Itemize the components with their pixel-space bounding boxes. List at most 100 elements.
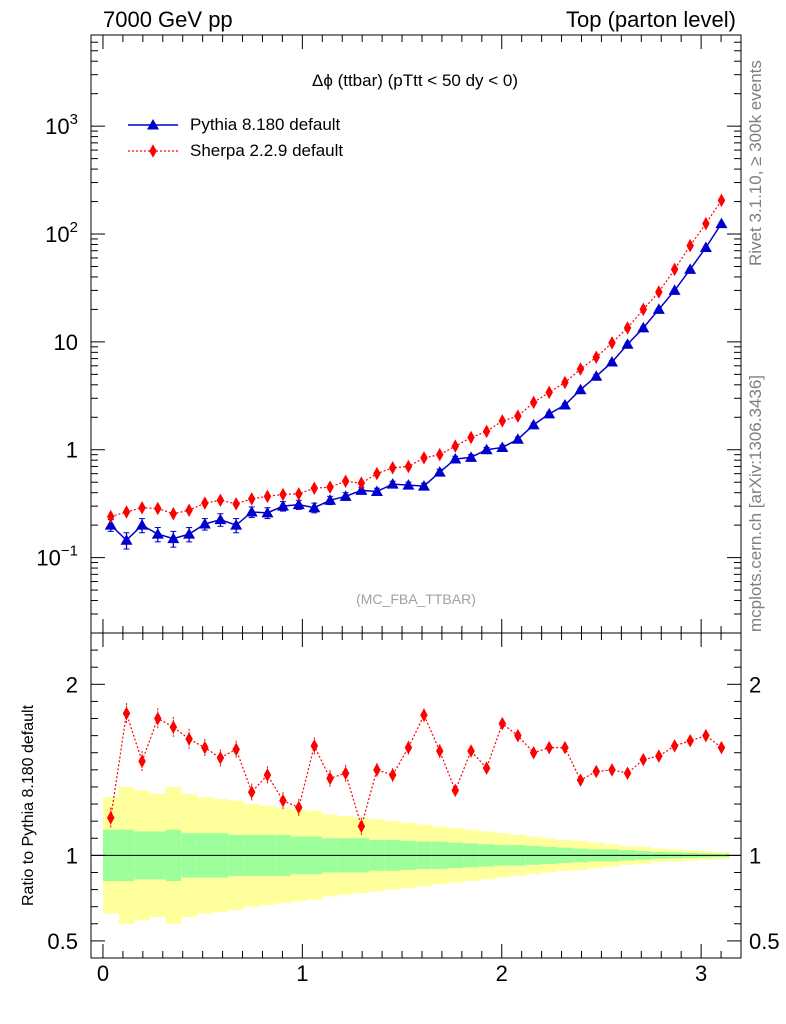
pythia-point (621, 338, 634, 349)
legend-label-sherpa: Sherpa 2.2.9 default (190, 141, 344, 160)
pythia-point (590, 370, 603, 381)
pythia-point (433, 466, 446, 477)
sherpa-point (498, 414, 507, 428)
ratio-point (404, 740, 413, 755)
ratio-y-tick-label: 0.5 (47, 929, 78, 954)
ratio-point (154, 711, 162, 726)
ratio-point (514, 728, 522, 743)
sherpa-point (592, 350, 600, 365)
main-frame (90, 34, 742, 634)
ratio-point (561, 740, 569, 755)
ratio-y-tick-label: 0.5 (749, 929, 780, 954)
x-axis: 0 1 2 3 (97, 35, 742, 986)
sherpa-point (122, 505, 131, 519)
ratio-point (623, 766, 632, 781)
pythia-point (652, 303, 665, 314)
pythia-point (699, 241, 712, 252)
ratio-point (592, 764, 600, 779)
legend-label-pythia: Pythia 8.180 default (190, 115, 341, 134)
ratio-point (216, 751, 225, 765)
header-process-label: Top (parton level) (566, 7, 736, 32)
ratio-point (247, 785, 256, 799)
x-tick-label: 3 (695, 961, 707, 986)
ratio-point (529, 745, 538, 760)
pythia-line (110, 223, 723, 542)
ratio-point (138, 754, 146, 769)
pythia-point (496, 441, 509, 452)
legend (128, 119, 178, 158)
pythia-point (151, 528, 164, 539)
pythia-point (198, 517, 211, 529)
pythia-point (120, 534, 133, 545)
sherpa-point (529, 395, 538, 410)
y-tick-label: 10 (54, 330, 78, 355)
ratio-point (388, 768, 397, 782)
pythia-point (543, 407, 556, 419)
mcplots-citation-label: mcplots.cern.ch [arXiv:1306.3436] (746, 374, 765, 632)
sherpa-point (169, 507, 178, 521)
ratio-point (702, 728, 710, 743)
ratio-axis-label: Ratio to Pythia 8.180 default (20, 704, 37, 906)
sherpa-point (623, 321, 632, 335)
ratio-point (122, 706, 131, 721)
series-pythia (104, 217, 728, 550)
sherpa-point (670, 262, 679, 277)
sherpa-point (185, 503, 193, 517)
y-tick-label: 103 (45, 111, 78, 139)
pythia-point (214, 513, 227, 525)
pythia-point (480, 443, 493, 455)
pythia-point (465, 451, 478, 462)
x-tick-label: 0 (97, 961, 109, 986)
ratio-point (717, 740, 726, 755)
ratio-point (482, 761, 491, 775)
sherpa-point (514, 409, 522, 423)
sherpa-point (717, 193, 726, 208)
ratio-point (263, 768, 272, 782)
pythia-point (277, 500, 290, 511)
pythia-point (292, 498, 305, 510)
pythia-point (261, 506, 274, 518)
pythia-point (417, 480, 430, 491)
plot-title: Δϕ (ttbar) (pTtt < 50 dy < 0) (311, 71, 519, 90)
pythia-point (605, 356, 618, 367)
ratio-point (420, 708, 428, 722)
pythia-point (370, 485, 383, 497)
sherpa-point (576, 362, 585, 376)
sherpa-point (608, 336, 616, 350)
ratio-point (279, 793, 287, 808)
ratio-point (169, 720, 178, 734)
y-tick-label: 102 (45, 219, 78, 247)
pythia-point (324, 494, 337, 505)
sherpa-point (388, 461, 397, 475)
ratio-point (201, 740, 209, 755)
sherpa-point (420, 451, 428, 465)
y-tick-label: 10−1 (36, 543, 78, 571)
pythia-point (402, 479, 415, 490)
ratio-point (655, 749, 663, 763)
analysis-watermark: (MC_FBA_TTBAR) (356, 591, 476, 607)
sherpa-point (138, 500, 146, 515)
ratio-point (106, 810, 115, 825)
ratio-point (435, 744, 444, 758)
sherpa-point (404, 459, 413, 474)
series-ratio (106, 703, 726, 835)
ratio-y-tick-label: 2 (749, 672, 761, 697)
ratio-point (185, 732, 193, 746)
sherpa-point (561, 375, 569, 390)
sherpa-point (326, 480, 334, 494)
pythia-point (574, 383, 587, 395)
sherpa-point (373, 466, 381, 481)
ratio-point (326, 771, 334, 786)
pythia-point (386, 478, 399, 489)
ratio-point (670, 739, 679, 753)
sherpa-point (482, 424, 491, 439)
ratio-point (608, 763, 616, 777)
sherpa-point (702, 216, 710, 231)
ratio-point (498, 716, 507, 731)
sherpa-point (467, 430, 475, 445)
pythia-point (668, 284, 681, 295)
ratio-y-tick-label: 1 (749, 843, 761, 868)
rivet-version-label: Rivet 3.1.10, ≥ 300k events (746, 60, 765, 266)
ratio-point (545, 740, 553, 755)
